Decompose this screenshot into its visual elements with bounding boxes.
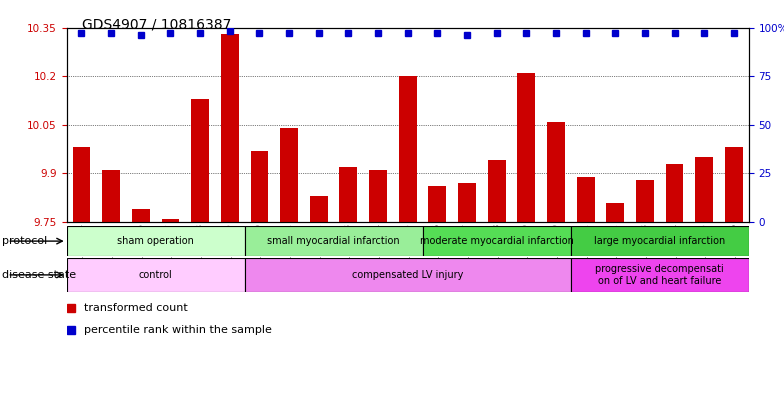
Bar <box>221 34 238 222</box>
Bar <box>666 164 684 222</box>
Bar <box>636 180 654 222</box>
Bar <box>547 121 564 222</box>
Bar <box>339 167 358 222</box>
Bar <box>577 177 594 222</box>
Bar <box>423 226 571 256</box>
Bar <box>132 209 150 222</box>
Bar <box>67 226 245 256</box>
Bar <box>245 226 423 256</box>
Text: compensated LV injury: compensated LV injury <box>352 270 463 280</box>
Text: large myocardial infarction: large myocardial infarction <box>594 236 725 246</box>
Bar <box>571 226 749 256</box>
Text: percentile rank within the sample: percentile rank within the sample <box>85 325 272 335</box>
Bar <box>280 128 298 222</box>
Bar <box>102 170 120 222</box>
Text: disease state: disease state <box>2 270 76 280</box>
Text: sham operation: sham operation <box>117 236 194 246</box>
Bar <box>517 73 535 222</box>
Bar <box>369 170 387 222</box>
Bar <box>191 99 209 222</box>
Text: protocol: protocol <box>2 236 47 246</box>
Bar <box>310 196 328 222</box>
Bar <box>245 258 571 292</box>
Bar <box>571 258 749 292</box>
Text: GDS4907 / 10816387: GDS4907 / 10816387 <box>82 18 232 32</box>
Bar <box>428 186 446 222</box>
Bar <box>162 219 180 222</box>
Bar <box>251 151 268 222</box>
Text: control: control <box>139 270 172 280</box>
Bar <box>399 76 416 222</box>
Text: transformed count: transformed count <box>85 303 188 313</box>
Text: progressive decompensati
on of LV and heart failure: progressive decompensati on of LV and he… <box>595 264 724 286</box>
Bar <box>725 147 742 222</box>
Text: moderate myocardial infarction: moderate myocardial infarction <box>419 236 574 246</box>
Bar <box>606 203 624 222</box>
Text: small myocardial infarction: small myocardial infarction <box>267 236 400 246</box>
Bar <box>488 160 506 222</box>
Bar <box>458 183 476 222</box>
Bar <box>73 147 90 222</box>
Bar <box>67 258 245 292</box>
Bar <box>695 157 713 222</box>
